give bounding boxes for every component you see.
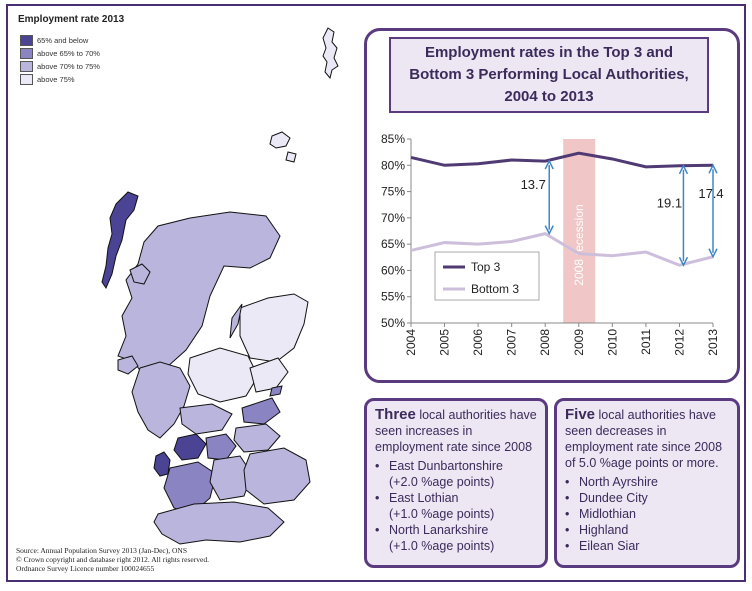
map-legend-item: 65% and below (20, 34, 100, 46)
legend-swatch (20, 34, 33, 46)
shetland-islands (322, 27, 339, 80)
list-item: North Lanarkshire(+1.0 %age points) (375, 522, 537, 554)
map-legend-item: above 70% to 75% (20, 60, 100, 72)
y-tick-label: 70% (381, 211, 405, 225)
map-legend-item: above 75% (20, 73, 100, 85)
increases-intro: Three local authorities have seen increa… (375, 407, 537, 455)
region-moray (229, 303, 243, 339)
scotland-map (101, 27, 339, 545)
line-chart: 2008 recession 50% 55% 60% 65% 70% 75% 80% 85% 20… (381, 132, 724, 356)
legend-label: above 75% (37, 74, 75, 84)
licence-line: Ordnance Survey Licence number 100024655 (16, 564, 155, 573)
region-fife (241, 397, 281, 425)
decreases-count: Five (565, 406, 596, 423)
map-source-note: Source: Annual Population Survey 2013 (J… (16, 546, 209, 573)
series-line-bottom3 (410, 232, 714, 267)
isle-of-mull (117, 355, 139, 375)
copyright-line: © Crown copyright and database right 201… (16, 555, 209, 564)
x-tick-label: 2009 (572, 329, 586, 356)
region-perth-kinross (187, 347, 259, 403)
list-item: East Lothian(+1.0 %age points) (375, 490, 537, 522)
map-legend: 65% and below above 65% to 70% above 70%… (20, 34, 100, 86)
chart-legend (434, 251, 540, 301)
y-tick-label: 55% (381, 290, 405, 304)
region-north-lanarkshire (205, 433, 237, 461)
gap-arrow-2008-head-bottom (544, 225, 554, 236)
x-tick-label: 2011 (639, 329, 653, 355)
chart-panel: 2008 recession 50% 55% 60% 65% 70% 75% 80% 85% 20… (364, 28, 740, 383)
list-item: Dundee City (565, 490, 729, 506)
x-tick-label: 2008 (538, 329, 552, 356)
decreases-text: local authorities have seen decreases in… (565, 408, 723, 470)
gap-arrow-2012-head-top (678, 164, 689, 175)
legend-swatch (20, 60, 33, 72)
x-tick-label: 2004 (404, 329, 418, 356)
map-title: Employment rate 2013 (18, 14, 125, 25)
legend-label: 65% and below (37, 35, 89, 45)
region-glasgow (173, 433, 207, 461)
recession-label: 2008 recession (572, 204, 586, 285)
recession-band (563, 139, 596, 323)
legend-label: Bottom 3 (471, 282, 519, 296)
orkney-islands (269, 131, 297, 163)
gap-arrow-2012-head-bottom (678, 256, 689, 267)
gap-label-2012: 19.1 (657, 195, 682, 210)
legend-label: above 70% to 75% (37, 61, 100, 71)
y-tick-label: 65% (381, 237, 405, 251)
x-tick-label: 2012 (672, 329, 686, 356)
map-panel: Employment rate 2013 65% and below above… (10, 8, 356, 576)
x-tick-label: 2006 (471, 329, 485, 356)
gap-arrow-2013-head-bottom (708, 248, 718, 259)
y-tick-label: 85% (381, 132, 405, 146)
x-tick-label: 2013 (706, 329, 720, 356)
legend-swatch (20, 73, 33, 85)
list-item: Midlothian (565, 506, 729, 522)
y-tick-label: 75% (381, 185, 405, 199)
chart-title: Employment rates in the Top 3 and Bottom… (389, 37, 709, 113)
region-argyll (131, 361, 191, 439)
region-dumfries-galloway (153, 501, 285, 545)
western-isles (101, 191, 139, 290)
increases-list: East Dunbartonshire(+2.0 %age points) Ea… (375, 458, 537, 554)
increases-count: Three (375, 406, 416, 423)
x-tick-label: 2010 (605, 329, 619, 356)
list-item: Eilean Siar (565, 538, 729, 554)
region-arran (153, 451, 171, 477)
region-angus (249, 357, 289, 393)
region-scottish-borders (243, 447, 311, 505)
region-south-lanarkshire (209, 455, 253, 501)
increases-box: Three local authorities have seen increa… (364, 398, 548, 568)
y-tick-label: 80% (381, 158, 405, 172)
list-item: East Dunbartonshire(+2.0 %age points) (375, 458, 537, 490)
legend-swatch (20, 47, 33, 59)
y-tick-label: 60% (381, 263, 405, 277)
legend-label: above 65% to 70% (37, 48, 100, 58)
gap-label-2008: 13.7 (521, 177, 546, 192)
decreases-list: North Ayrshire Dundee City Midlothian Hi… (565, 474, 729, 554)
decreases-intro: Five local authorities have seen decreas… (565, 407, 729, 471)
list-item: Highland (565, 522, 729, 538)
x-tick-label: 2007 (505, 329, 519, 356)
region-aberdeenshire (239, 293, 309, 363)
gap-label-2013: 17.4 (698, 186, 723, 201)
gap-arrow-2013-head-top (708, 163, 718, 174)
decreases-box: Five local authorities have seen decreas… (554, 398, 740, 568)
map-legend-item: above 65% to 70% (20, 47, 100, 59)
region-stirling (179, 403, 233, 435)
list-item: North Ayrshire (565, 474, 729, 490)
isle-of-skye (129, 263, 151, 285)
source-line: Source: Annual Population Survey 2013 (J… (16, 546, 188, 555)
increases-text: local authorities have seen increases in… (375, 408, 537, 454)
gap-arrow-2008-head-top (544, 159, 554, 170)
y-tick-label: 50% (381, 316, 405, 330)
series-line-top3 (410, 151, 714, 169)
x-tick-label: 2005 (438, 329, 452, 356)
legend-label: Top 3 (471, 260, 501, 274)
region-lothian (233, 423, 281, 453)
region-dundee (269, 385, 283, 397)
